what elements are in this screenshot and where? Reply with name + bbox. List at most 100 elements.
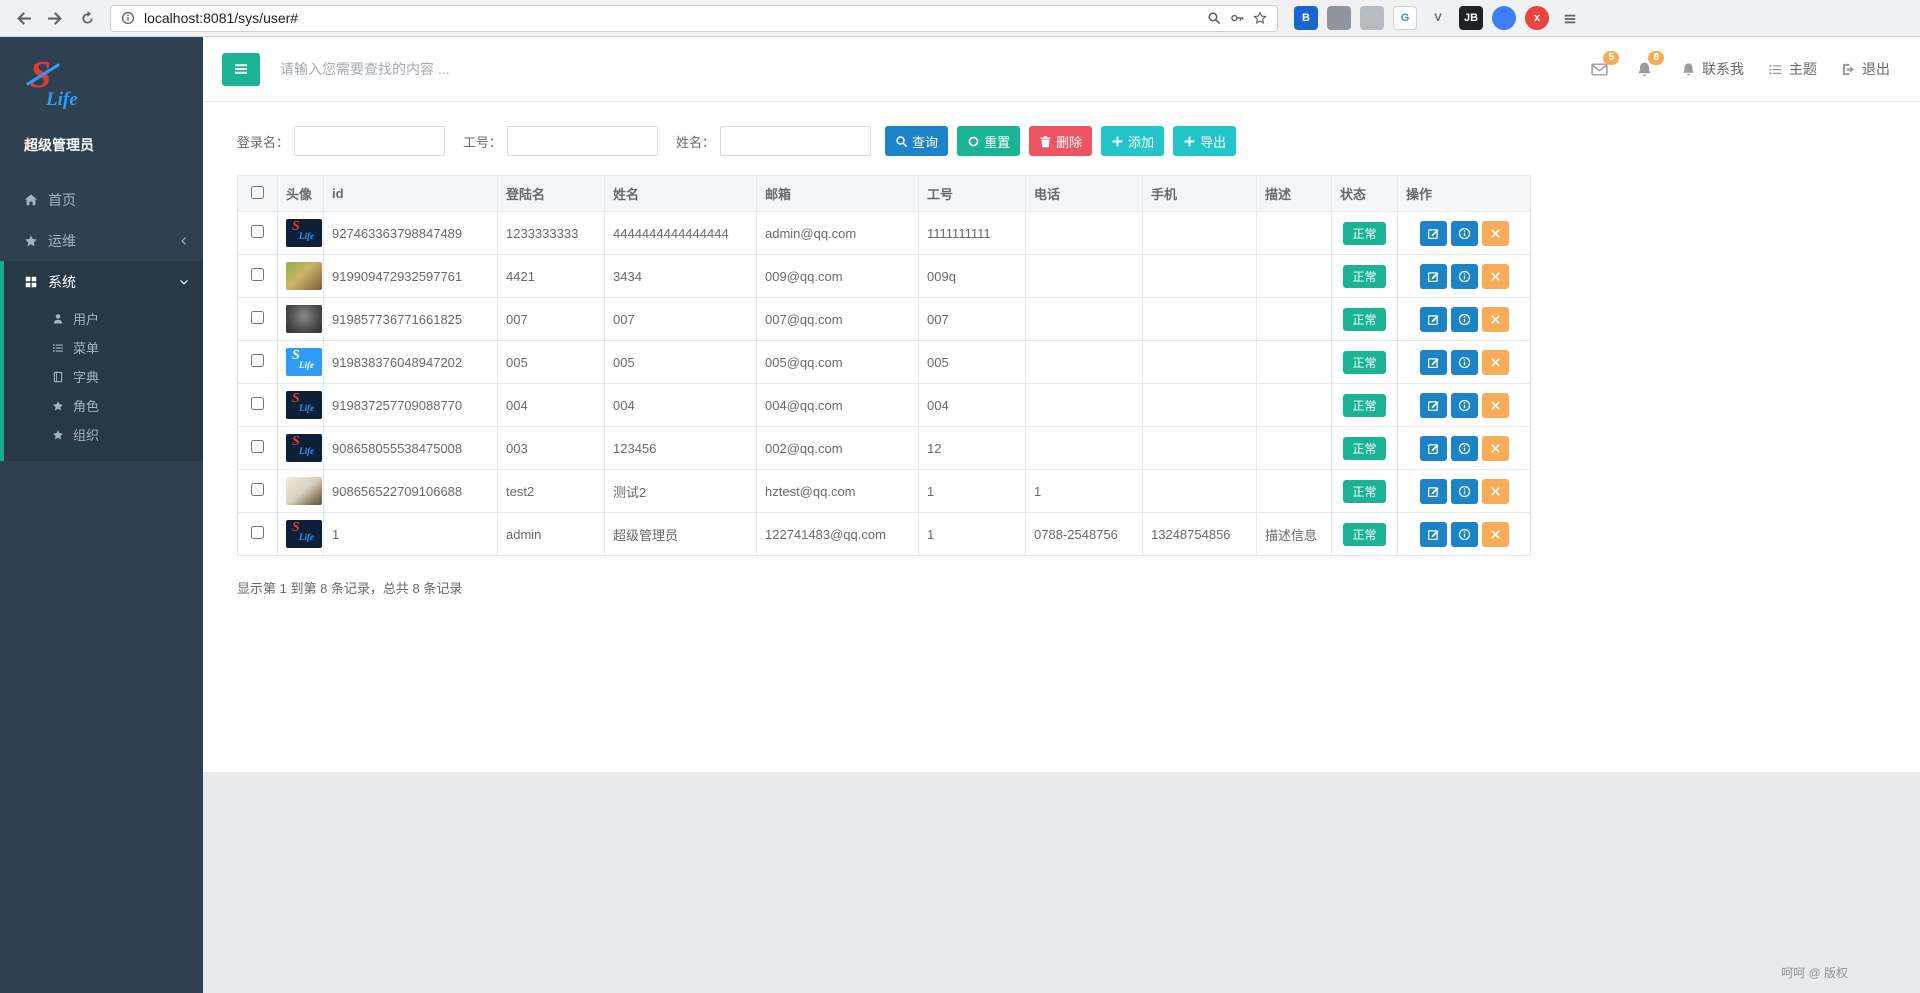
name-input[interactable] <box>720 126 872 156</box>
cell-login: admin <box>497 512 605 556</box>
sidebar-subitem-role[interactable]: 角色 <box>4 391 203 420</box>
extension-blue-dot-icon[interactable] <box>1492 6 1516 30</box>
key-icon[interactable] <box>1230 11 1244 25</box>
address-bar[interactable]: localhost:8081/sys/user# <box>110 4 1278 32</box>
sidebar-subitem-user[interactable]: 用户 <box>4 304 203 333</box>
row-delete-button[interactable] <box>1481 478 1509 504</box>
sidebar-subitem-menu[interactable]: 菜单 <box>4 333 203 362</box>
row-checkbox[interactable] <box>251 268 264 281</box>
login-name-input[interactable] <box>294 126 446 156</box>
page-info-icon[interactable] <box>121 11 135 25</box>
edit-button[interactable] <box>1419 349 1447 375</box>
sidebar-item-ops[interactable]: 运维 <box>0 220 203 261</box>
sidebar-subitem-org[interactable]: 组织 <box>4 420 203 449</box>
messages-button[interactable]: 5 <box>1591 50 1619 78</box>
zoom-icon[interactable] <box>1207 11 1221 25</box>
sidebar-item-home[interactable]: 首页 <box>0 179 203 220</box>
row-delete-button[interactable] <box>1481 392 1509 418</box>
info-icon <box>1458 399 1471 412</box>
detail-button[interactable] <box>1450 306 1478 332</box>
cell-email: 004@qq.com <box>756 383 919 427</box>
edit-icon <box>1427 227 1440 240</box>
row-delete-button[interactable] <box>1481 306 1509 332</box>
contact-link[interactable]: 联系我 <box>1681 59 1744 79</box>
select-all-checkbox[interactable] <box>251 185 264 199</box>
logout-link[interactable]: 退出 <box>1841 59 1890 79</box>
detail-button[interactable] <box>1450 521 1478 547</box>
select-all-header <box>237 175 278 212</box>
edit-icon <box>1427 270 1440 283</box>
row-delete-button[interactable] <box>1481 263 1509 289</box>
refresh-button[interactable] <box>72 3 102 33</box>
notifications-button[interactable]: 8 <box>1636 50 1664 78</box>
edit-button[interactable] <box>1419 521 1447 547</box>
detail-button[interactable] <box>1450 435 1478 461</box>
cell-desc <box>1256 254 1332 298</box>
extension-gray-app-icon[interactable] <box>1327 6 1351 30</box>
extension-grid-icon[interactable] <box>1360 6 1384 30</box>
row-checkbox[interactable] <box>251 526 264 539</box>
theme-link[interactable]: 主题 <box>1768 59 1817 79</box>
back-button[interactable] <box>8 3 38 33</box>
chev-down-icon <box>179 277 189 287</box>
row-checkbox[interactable] <box>251 311 264 324</box>
job-no-input[interactable] <box>507 126 659 156</box>
detail-button[interactable] <box>1450 263 1478 289</box>
star-icon <box>52 400 64 412</box>
extension-v-icon[interactable]: V <box>1426 6 1450 30</box>
export-button[interactable]: 导出 <box>1173 126 1237 156</box>
browser-menu-button[interactable] <box>1563 10 1577 25</box>
add-button[interactable]: 添加 <box>1101 126 1165 156</box>
delete-button[interactable]: 删除 <box>1029 126 1093 156</box>
edit-button[interactable] <box>1419 220 1447 246</box>
app-logo: S Life <box>30 54 203 131</box>
global-search-input[interactable] <box>280 61 610 77</box>
logo-s-letter: S <box>30 54 52 96</box>
row-checkbox[interactable] <box>251 225 264 238</box>
edit-button[interactable] <box>1419 392 1447 418</box>
extension-jetbrains-icon[interactable]: JB <box>1459 6 1483 30</box>
sidebar-toggle-button[interactable] <box>222 52 260 86</box>
edit-button[interactable] <box>1419 478 1447 504</box>
table-header-row: 头像 id 登陆名 姓名 邮箱 工号 电话 手机 描述 状态 操作 <box>237 175 1531 212</box>
detail-button[interactable] <box>1450 220 1478 246</box>
detail-button[interactable] <box>1450 392 1478 418</box>
detail-button[interactable] <box>1450 478 1478 504</box>
query-button[interactable]: 查询 <box>885 126 949 156</box>
top-link-label: 联系我 <box>1702 61 1744 77</box>
table-row: S Life 927463363798847489 1233333333 4444444… <box>237 211 1531 255</box>
edit-button[interactable] <box>1419 435 1447 461</box>
status-badge: 正常 <box>1343 221 1386 245</box>
book-icon <box>52 371 64 383</box>
cell-id: 919857736771661825 <box>323 297 498 341</box>
row-checkbox[interactable] <box>251 354 264 367</box>
forward-button[interactable] <box>40 3 70 33</box>
extension-red-x-icon[interactable]: x <box>1525 6 1549 30</box>
row-delete-button[interactable] <box>1481 349 1509 375</box>
row-delete-button[interactable] <box>1481 435 1509 461</box>
detail-button[interactable] <box>1450 349 1478 375</box>
row-delete-button[interactable] <box>1481 521 1509 547</box>
cell-desc <box>1256 297 1332 341</box>
sidebar-item-system[interactable]: 系统 <box>4 261 203 302</box>
row-checkbox[interactable] <box>251 397 264 410</box>
row-checkbox[interactable] <box>251 440 264 453</box>
edit-button[interactable] <box>1419 306 1447 332</box>
cell-desc <box>1256 211 1332 255</box>
column-header-4: 邮箱 <box>756 175 919 212</box>
xmark-icon <box>1489 528 1502 541</box>
column-header-8: 描述 <box>1256 175 1332 212</box>
reset-button[interactable]: 重置 <box>957 126 1021 156</box>
sidebar-subitem-dict[interactable]: 字典 <box>4 362 203 391</box>
table-row: S Life 919838376048947202 005 005 005@qq.com 0… <box>237 340 1531 384</box>
edit-button[interactable] <box>1419 263 1447 289</box>
row-delete-button[interactable] <box>1481 220 1509 246</box>
extension-bitwarden-icon[interactable]: B <box>1294 6 1318 30</box>
extension-translate-icon[interactable]: G <box>1393 6 1417 30</box>
notifications-badge: 8 <box>1648 50 1664 65</box>
row-checkbox[interactable] <box>251 483 264 496</box>
xmark-icon <box>1489 313 1502 326</box>
avatar: S Life <box>286 520 322 548</box>
bookmark-star-icon[interactable] <box>1253 11 1267 25</box>
